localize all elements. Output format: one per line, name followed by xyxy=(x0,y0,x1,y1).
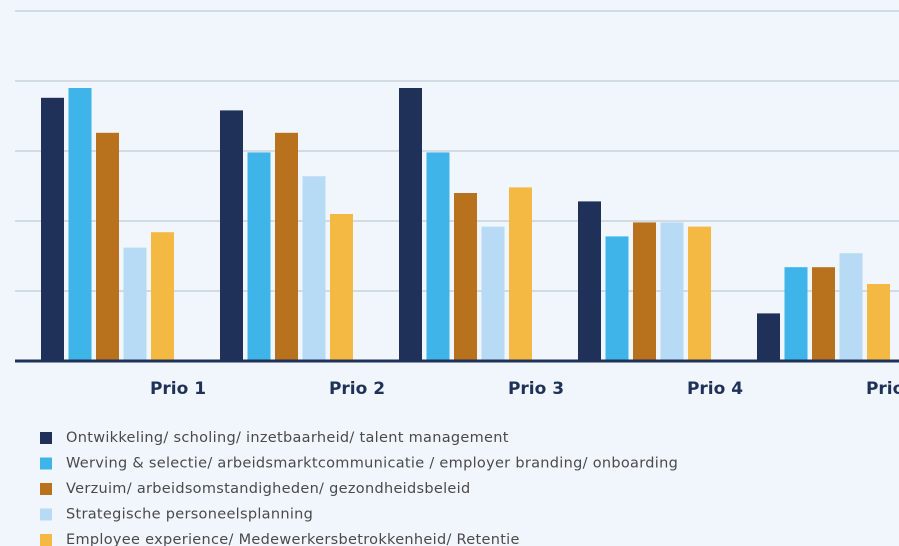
bar xyxy=(578,201,601,361)
x-tick-label: Prio 5 xyxy=(866,379,899,399)
bar xyxy=(660,222,684,361)
bar xyxy=(509,187,532,361)
legend-swatch xyxy=(40,432,52,444)
bar xyxy=(151,232,174,361)
bar xyxy=(784,267,808,361)
bar xyxy=(812,267,835,361)
legend-swatch xyxy=(40,508,52,521)
x-tick-label: Prio 1 xyxy=(150,379,206,399)
bar xyxy=(123,247,147,361)
bar xyxy=(220,110,243,362)
bar xyxy=(247,152,271,361)
legend-swatch xyxy=(40,457,52,470)
bar xyxy=(68,88,92,361)
bar xyxy=(481,226,505,361)
legend-swatch xyxy=(40,534,52,546)
bar xyxy=(302,176,326,361)
x-tick-label: Prio 4 xyxy=(687,379,743,399)
legend-label: Strategische personeelsplanning xyxy=(66,507,313,523)
bar xyxy=(275,132,298,361)
bar xyxy=(96,132,119,361)
bar xyxy=(839,253,863,361)
legend-swatch xyxy=(40,483,52,495)
bar xyxy=(41,97,64,362)
bar xyxy=(605,236,629,361)
bar xyxy=(426,152,450,361)
bar xyxy=(688,226,711,361)
legend-label: Werving & selectie/ arbeidsmarktcommunic… xyxy=(66,456,678,472)
bar xyxy=(399,88,422,361)
x-tick-label: Prio 2 xyxy=(329,379,385,399)
bar xyxy=(867,284,890,361)
bar xyxy=(454,193,477,361)
legend-label: Ontwikkeling/ scholing/ inzetbaarheid/ t… xyxy=(66,430,509,446)
legend-label: Verzuim/ arbeidsomstandigheden/ gezondhe… xyxy=(66,481,470,497)
bar xyxy=(757,313,780,361)
legend-label: Employee experience/ Medewerkersbetrokke… xyxy=(66,532,520,546)
bar xyxy=(330,214,353,361)
x-tick-label: Prio 3 xyxy=(508,379,564,399)
bar xyxy=(633,222,656,361)
